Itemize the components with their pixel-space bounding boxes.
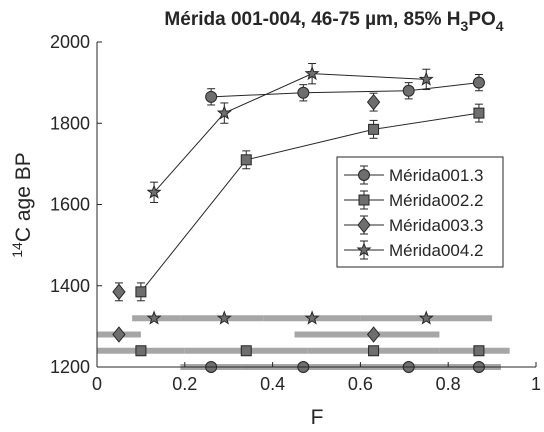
legend-label: Mérida001.3: [389, 166, 484, 185]
chart-title: Mérida 001-004, 46-75 µm, 85% H3PO4: [164, 9, 503, 34]
x-tick-label: 0.6: [348, 374, 373, 394]
range-bar-square-marker: [368, 345, 380, 357]
data-point-star: [418, 71, 434, 86]
legend-square-marker: [358, 194, 370, 206]
range-bar-star-marker: [146, 310, 162, 325]
data-point-circle: [402, 84, 415, 97]
y-tick-label: 1400: [50, 276, 90, 296]
y-tick-label: 1800: [50, 113, 90, 133]
data-point-square: [135, 286, 147, 298]
legend-item: Mérida001.3: [344, 165, 484, 185]
legend: Mérida001.3 Mérida002.2 Mérida003.3 Mérida0…: [336, 156, 504, 268]
range-bar-star-marker: [418, 310, 434, 325]
series-line-1: [211, 82, 479, 98]
range-bar-square-marker: [135, 345, 147, 357]
y-tick-label: 1200: [50, 357, 90, 377]
legend-circle-marker: [358, 169, 370, 181]
legend-label: Mérida002.2: [389, 191, 484, 210]
legend-item: Mérida002.2: [344, 190, 484, 210]
data-point-star: [216, 105, 232, 120]
data-point-square: [368, 123, 380, 135]
data-point-star: [146, 184, 162, 199]
range-bar-diamond-marker: [366, 326, 381, 343]
data-point-circle: [205, 90, 218, 103]
data-point-diamond: [112, 283, 126, 301]
data-point-star: [304, 65, 320, 81]
data-point-square: [240, 154, 252, 166]
legend-diamond-marker: [357, 216, 371, 234]
x-tick-label: 0.4: [260, 374, 285, 394]
legend-label: Mérida003.3: [389, 216, 484, 235]
data-point-diamond: [366, 93, 381, 111]
x-tick-label: 0: [92, 374, 102, 394]
legend-label: Mérida004.2: [389, 241, 484, 260]
legend-item: Mérida003.3: [344, 215, 484, 235]
y-axis-ticks: 1200 1400 1600 1800 2000: [50, 32, 102, 377]
range-bar-star-marker: [304, 310, 320, 325]
series-line-4: [153, 73, 427, 193]
data-point-circle: [297, 86, 310, 99]
legend-item: Mérida004.2: [344, 240, 484, 260]
x-tick-label: 1: [531, 374, 541, 394]
range-bar-square-marker: [240, 345, 252, 357]
y-axis-label: 14C age BP: [9, 152, 35, 257]
data-point-square: [473, 107, 485, 119]
y-tick-label: 1600: [50, 195, 90, 215]
data-point-circle: [472, 76, 485, 89]
data-series: [112, 63, 485, 302]
x-axis-ticks: 0 0.2 0.4 0.6 0.8 1: [92, 362, 541, 394]
legend-star-marker: [356, 242, 372, 257]
y-tick-label: 2000: [50, 32, 90, 52]
x-axis-label: F: [311, 406, 324, 429]
x-tick-label: 0.8: [436, 374, 461, 394]
series-line-2: [140, 112, 480, 293]
range-bar-diamond-marker: [112, 326, 126, 343]
range-bar-square-marker: [473, 345, 485, 357]
range-bar-star-marker: [216, 310, 232, 325]
x-tick-label: 0.2: [172, 374, 197, 394]
